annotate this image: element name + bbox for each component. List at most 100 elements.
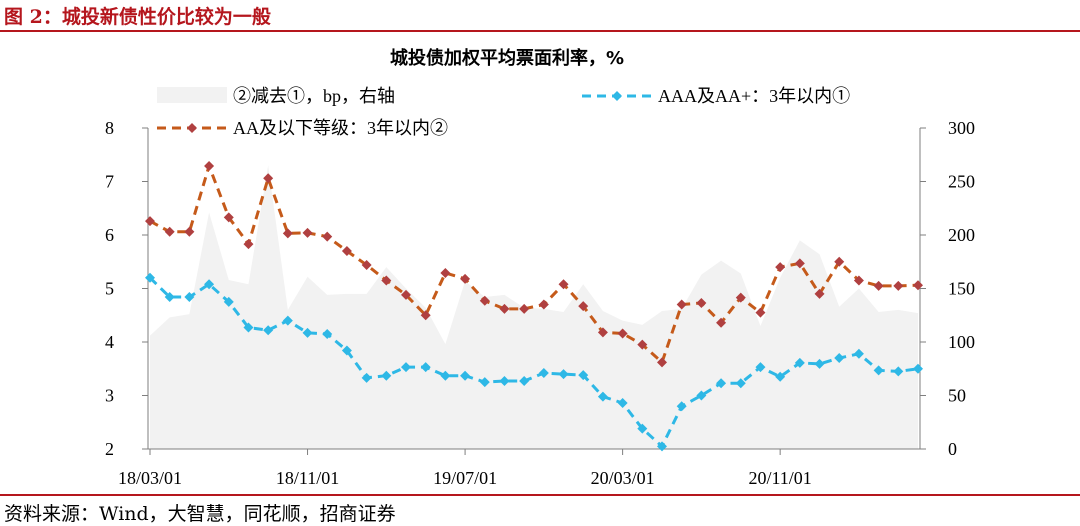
point-marker-aaa (479, 377, 490, 388)
point-marker-aaa (873, 365, 884, 376)
point-marker-aaa (853, 348, 864, 359)
point-marker-aaa (578, 370, 589, 381)
left-tick-label: 8 (105, 118, 114, 138)
point-marker-aaa (420, 362, 431, 373)
point-marker-aa (617, 328, 628, 339)
point-marker-aa (282, 228, 293, 239)
point-marker-aa (913, 280, 923, 291)
point-marker-aa (184, 226, 195, 237)
right-tick-label: 100 (948, 332, 975, 352)
point-marker-aaa (913, 363, 923, 374)
point-marker-aa (204, 160, 215, 171)
point-marker-aa (460, 273, 471, 284)
point-marker-aa (814, 288, 825, 299)
point-marker-aa (853, 275, 864, 286)
point-marker-aa (834, 256, 845, 267)
point-marker-aaa (440, 370, 451, 381)
point-marker-aaa (538, 368, 549, 379)
point-marker-aa (696, 297, 707, 308)
point-marker-aa (243, 239, 254, 250)
point-marker-aaa (676, 401, 687, 412)
point-marker-aa (361, 259, 372, 270)
point-marker-aaa (341, 345, 352, 356)
point-marker-aa (401, 289, 411, 300)
x-tick-label: 18/03/01 (118, 468, 182, 488)
point-marker-aaa (302, 327, 313, 338)
source-note: 资料来源：Wind，大智慧，同花顺，招商证券 (4, 503, 396, 525)
left-tick-label: 5 (105, 279, 114, 299)
point-marker-aa (893, 280, 904, 291)
point-marker-aaa (775, 371, 786, 382)
point-marker-aaa (282, 315, 293, 326)
point-marker-aaa (204, 279, 215, 290)
chart-title: 城投债加权平均票面利率，% (390, 47, 624, 69)
x-tick-label: 19/07/01 (433, 468, 497, 488)
title-divider (0, 30, 1080, 32)
point-marker-aa (479, 295, 490, 306)
right-tick-label: 300 (948, 118, 975, 138)
point-marker-aaa (558, 369, 569, 380)
right-axis-ticks: 0 50 100 150 200 250 300 (920, 118, 975, 459)
point-marker-aaa (164, 292, 175, 303)
x-tick-label: 20/11/01 (748, 468, 811, 488)
point-marker-aa (735, 292, 746, 303)
left-tick-label: 6 (105, 225, 114, 245)
line-chart: 城投债加权平均票面利率，% 2 3 4 5 6 7 8 0 50 100 150 200 250 300… (105, 47, 975, 488)
point-marker-aa (637, 339, 648, 350)
point-marker-aaa (735, 378, 746, 389)
figure-title: 图 2：城投新债性价比较为一般 (4, 6, 271, 28)
left-tick-label: 2 (105, 439, 114, 459)
point-marker-aa (873, 280, 884, 291)
point-marker-aaa (322, 328, 333, 339)
legend-label-aa: AA及以下等级：3年以内② (233, 118, 448, 138)
point-marker-aaa (794, 357, 805, 368)
point-marker-aaa (460, 370, 471, 381)
legend-label-aaa: AAA及AA+：3年以内① (658, 86, 850, 106)
point-marker-aa (440, 267, 451, 278)
x-axis-ticks: 18/03/01 18/11/01 19/07/01 20/03/01 20/11/01 (118, 449, 812, 488)
point-marker-aa (519, 303, 530, 314)
point-marker-aaa (637, 423, 648, 434)
point-marker-aa (381, 275, 392, 286)
point-marker-aaa (145, 272, 155, 283)
point-marker-aaa (617, 397, 628, 408)
point-marker-aa (794, 258, 805, 269)
point-marker-aa (499, 303, 510, 314)
point-marker-aaa (263, 325, 274, 336)
point-marker-aa (578, 301, 589, 312)
legend-marker-aa (187, 123, 197, 133)
point-marker-aa (558, 279, 569, 290)
x-tick-label: 18/11/01 (276, 468, 339, 488)
point-marker-aaa (755, 362, 766, 373)
spread-area (150, 165, 918, 449)
point-marker-aaa (597, 391, 608, 402)
legend-swatch-spread (157, 87, 227, 103)
legend-marker-aaa (612, 91, 622, 101)
left-tick-label: 3 (105, 386, 114, 406)
point-marker-aa (145, 216, 155, 227)
point-marker-aaa (499, 376, 510, 387)
point-marker-aa (716, 317, 727, 328)
point-marker-aaa (657, 441, 667, 452)
point-marker-aa (755, 307, 766, 318)
point-marker-aa (657, 357, 667, 368)
point-marker-aaa (696, 390, 707, 401)
point-marker-aaa (243, 322, 254, 333)
right-tick-label: 250 (948, 172, 975, 192)
right-tick-label: 0 (948, 439, 957, 459)
right-tick-label: 200 (948, 225, 975, 245)
point-marker-aa (164, 226, 175, 237)
point-marker-aaa (814, 358, 825, 369)
point-marker-aaa (381, 370, 392, 381)
x-tick-label: 20/03/01 (591, 468, 655, 488)
point-marker-aa (223, 212, 234, 223)
source-divider (0, 494, 1080, 496)
left-tick-label: 4 (105, 332, 114, 352)
spread-area-layer (150, 165, 918, 449)
point-marker-aa (302, 227, 313, 238)
point-marker-aaa (893, 366, 904, 377)
point-marker-aa (420, 310, 431, 321)
point-marker-aaa (223, 296, 234, 307)
right-tick-label: 50 (948, 386, 966, 406)
point-marker-aaa (184, 292, 195, 303)
